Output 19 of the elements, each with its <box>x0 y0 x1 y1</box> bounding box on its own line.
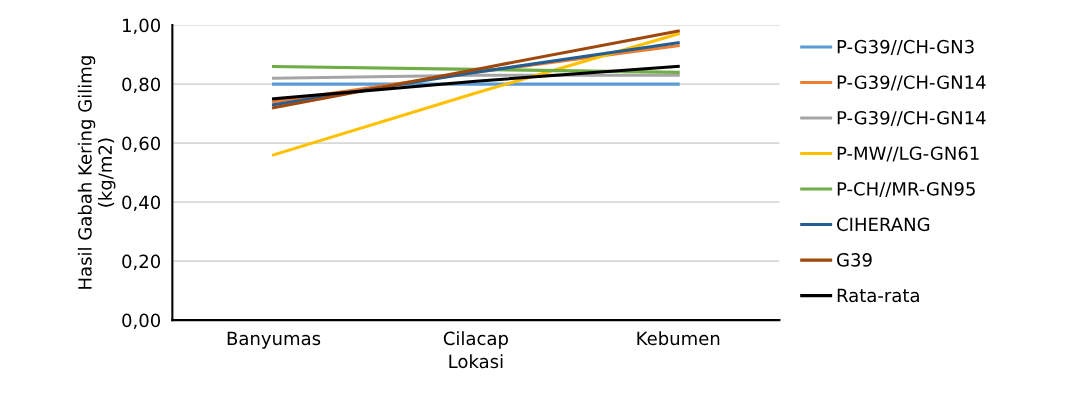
y-tick-label: 0,00 <box>122 313 161 330</box>
legend-label: CIHERANG <box>837 217 930 232</box>
legend-label: P-G39//CH-GN14 <box>837 110 986 126</box>
x-tick-label: Cilacap <box>443 331 508 349</box>
legend-label: G39 <box>837 253 872 267</box>
y-tick-label: 0,80 <box>122 77 161 94</box>
y-axis-title: Hasil Gabah Kering Gilimg (kg/m2) <box>77 56 116 289</box>
y-tick-label: 1,00 <box>123 18 161 35</box>
legend-label: P-G39//CH-GN3 <box>837 39 974 55</box>
y-tick-label: 0,60 <box>122 136 161 153</box>
legend-label: P-CH//MR-GN95 <box>837 181 975 198</box>
legend-label: P-MW//LG-GN61 <box>837 146 979 162</box>
x-tick-label: Kebumen <box>637 331 720 346</box>
legend-label: Rata-rata <box>837 288 919 303</box>
legend-label: P-G39//CH-GN14 <box>837 75 986 91</box>
x-tick-label: Banyumas <box>227 331 321 349</box>
x-axis-title: Lokasi <box>449 354 503 369</box>
y-tick-label: 0,40 <box>122 195 161 212</box>
y-tick-label: 0,20 <box>122 254 161 271</box>
